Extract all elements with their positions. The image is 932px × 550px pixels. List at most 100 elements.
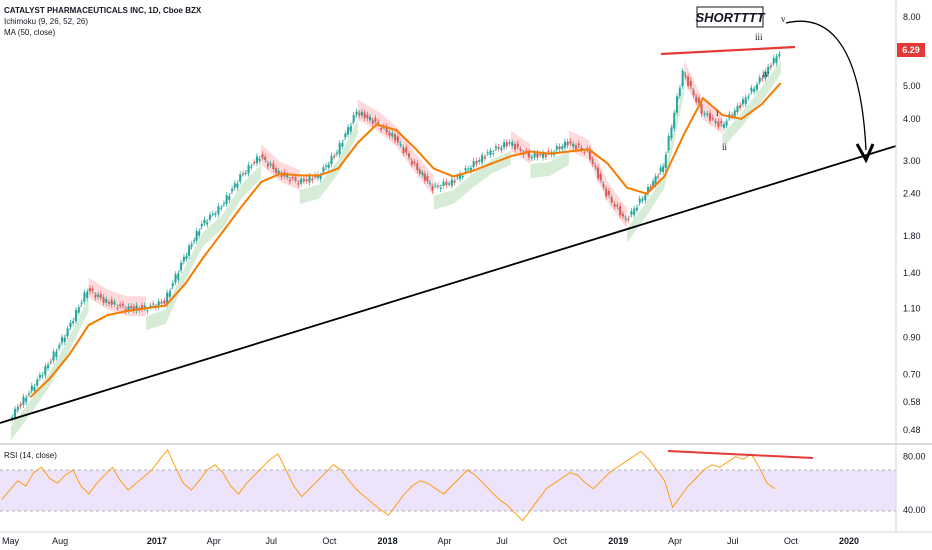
candle-body: [511, 142, 514, 146]
candle-body: [358, 113, 361, 116]
candle-body: [758, 77, 761, 83]
candle-body: [250, 166, 253, 168]
cloud-segment: [222, 184, 242, 229]
candle-body: [464, 168, 467, 171]
rsi-tick-label: 40.00: [903, 505, 926, 515]
candle-body: [14, 408, 17, 418]
candle-body: [508, 142, 511, 144]
candle-body: [405, 147, 408, 153]
candle-body: [300, 178, 303, 184]
time-axis[interactable]: May Aug 2017 Apr Jul Oct 2018 Apr Jul Oct 2019 Apr J…: [0, 531, 932, 546]
main-pane[interactable]: SHORTTTT i ii iii iv v: [0, 0, 897, 444]
rsi-line: [1, 449, 776, 522]
candle-body: [681, 70, 684, 86]
candle-body: [563, 141, 566, 148]
candle-body: [41, 375, 44, 377]
candle-body: [421, 172, 424, 175]
price-tick-label: 4.00: [903, 114, 921, 124]
ma-legend[interactable]: MA (50, close): [4, 28, 56, 37]
candle-body: [467, 168, 470, 170]
candle-body: [44, 366, 47, 376]
candle-body: [325, 165, 328, 167]
candle-body: [692, 90, 695, 96]
candle-body: [483, 157, 486, 159]
candle-body: [503, 142, 506, 148]
candle-body: [132, 306, 135, 311]
candle-body: [613, 204, 616, 207]
candle-body: [63, 337, 66, 343]
candle-body: [327, 164, 330, 168]
candle-body: [722, 124, 725, 128]
candle-body: [113, 301, 116, 304]
candle-body: [280, 173, 283, 178]
candle-body: [322, 167, 325, 172]
candle-body: [530, 157, 533, 159]
candle-body: [311, 178, 314, 181]
price-tick-label: 1.40: [903, 268, 921, 278]
candle-body: [667, 136, 670, 150]
candle-body: [80, 302, 83, 304]
candle-body: [152, 303, 155, 305]
candle-body: [744, 97, 747, 105]
price-axis[interactable]: 8.00 5.00 4.00 3.00 2.40 1.80 1.40 1.10 0.90 0.70…: [895, 0, 926, 532]
candle-body: [536, 152, 539, 158]
candle-body: [119, 304, 122, 306]
candle-body: [86, 291, 89, 299]
candle-body: [741, 99, 744, 105]
candle-body: [547, 151, 550, 153]
candle-body: [486, 152, 489, 154]
candle-body: [481, 155, 484, 163]
rsi-legend[interactable]: RSI (14, close): [4, 451, 57, 460]
candle-body: [99, 293, 102, 298]
candle-body: [720, 121, 723, 124]
candle-body: [157, 301, 160, 308]
candle-body: [494, 146, 497, 149]
candle-body: [497, 147, 500, 149]
candle-body: [28, 393, 31, 395]
candle-body: [61, 337, 64, 343]
candle-body: [127, 306, 130, 311]
wave-label-i: i: [716, 108, 719, 118]
ichimoku-legend[interactable]: Ichimoku (9, 26, 52, 26): [4, 17, 89, 26]
candle-body: [434, 184, 437, 186]
candle-body: [580, 147, 583, 150]
time-tick-label: Oct: [784, 536, 799, 546]
price-tick-label: 5.00: [903, 81, 921, 91]
candle-body: [633, 208, 636, 216]
candle-body: [413, 161, 416, 164]
candle-body: [423, 173, 426, 181]
price-tick-label: 1.80: [903, 231, 921, 241]
wave-label-v: v: [781, 14, 786, 24]
candle-body: [695, 96, 698, 103]
candle-body: [638, 198, 641, 203]
candle-body: [714, 121, 717, 123]
candle-body: [459, 173, 462, 180]
candle-body: [399, 143, 402, 145]
candle-body: [703, 113, 706, 115]
candle-body: [239, 174, 242, 182]
candle-body: [124, 308, 127, 312]
candle-body: [750, 87, 753, 92]
candle-body: [624, 218, 627, 220]
candle-body: [761, 77, 764, 79]
candle-body: [143, 305, 146, 309]
candle-body: [341, 142, 344, 147]
candle-body: [110, 299, 113, 305]
candle-body: [55, 351, 58, 358]
candle-body: [644, 194, 647, 201]
candle-body: [736, 105, 739, 113]
candle-body: [244, 172, 247, 174]
candle-body: [731, 115, 734, 117]
wave-label-ii: ii: [722, 142, 728, 152]
cloud-segment: [761, 60, 781, 103]
candle-body: [574, 145, 577, 150]
price-tick-label: 2.40: [903, 189, 921, 199]
candle-body: [88, 288, 91, 292]
candle-body: [116, 307, 119, 309]
candle-body: [58, 345, 61, 348]
candle-body: [769, 65, 772, 68]
candle-body: [203, 219, 206, 224]
candle-body: [410, 161, 413, 165]
rsi-pane[interactable]: [0, 443, 932, 522]
